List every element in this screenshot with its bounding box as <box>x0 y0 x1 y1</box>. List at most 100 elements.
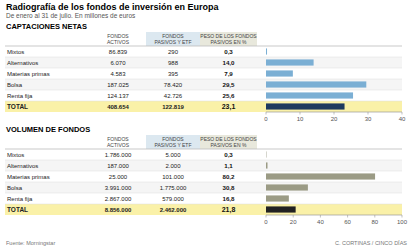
row-bg <box>5 193 402 204</box>
header-bg <box>200 135 257 149</box>
subtitle: De enero al 31 de julio. En millones de … <box>6 12 136 20</box>
x-tick <box>374 215 375 218</box>
bars <box>266 48 366 109</box>
row-bg <box>5 182 402 193</box>
table-cell: 122.819 <box>162 104 184 110</box>
table-cell: 8.856.000 <box>105 207 132 213</box>
x-tick <box>320 215 321 218</box>
x-tick <box>368 112 369 115</box>
row-bg <box>5 171 402 182</box>
x-tick-label: 40 <box>317 219 324 225</box>
column-header-line: ACTIVOS <box>107 39 130 45</box>
data-label: 14,0 <box>222 59 235 66</box>
table-cell: 579.000 <box>162 196 184 202</box>
credit: C. CORTINAS / CINCO DÍAS <box>335 240 407 246</box>
row-separator <box>5 182 402 183</box>
row-separator <box>5 204 402 205</box>
row-bg <box>5 101 402 112</box>
data-label: 21,8 <box>222 206 236 214</box>
bar <box>266 92 353 98</box>
bar <box>266 195 289 201</box>
row-label: Bolsa <box>7 185 23 191</box>
row-separator <box>5 79 402 80</box>
table-cell: 408.654 <box>107 104 129 110</box>
row-label: TOTAL <box>7 103 28 110</box>
data-label: 1,1 <box>224 162 233 169</box>
row-bg <box>5 204 402 215</box>
bar <box>266 151 267 157</box>
x-tick <box>266 112 267 115</box>
row-separator <box>5 68 402 69</box>
table-cell: 101.000 <box>162 174 184 180</box>
row-label: Materias primas <box>7 174 50 180</box>
row-bg <box>5 57 402 68</box>
row-label: Alternativos <box>7 163 38 169</box>
x-tick <box>402 112 403 115</box>
bar <box>266 162 267 168</box>
bar <box>266 81 366 87</box>
table-cell: 395 <box>168 71 179 77</box>
table-cell: 6.070 <box>110 60 126 66</box>
row-separator <box>5 101 402 102</box>
data-label: 25,6 <box>222 92 235 99</box>
table-cell: 4.583 <box>110 71 126 77</box>
row-bg <box>5 160 402 171</box>
row-bg <box>5 79 402 90</box>
table-cell: 290 <box>168 49 179 55</box>
row-separator <box>5 90 402 91</box>
bar <box>266 70 293 76</box>
x-tick-label: 100 <box>397 219 408 225</box>
bar <box>266 173 375 179</box>
data-label: 29,5 <box>222 81 235 88</box>
table-cell: 124.137 <box>107 93 129 99</box>
x-tick-label: 10 <box>297 116 304 122</box>
x-tick-label: 20 <box>331 116 338 122</box>
table-cell: 988 <box>168 60 179 66</box>
row-separator <box>5 57 402 58</box>
x-tick-label: 80 <box>371 219 378 225</box>
row-bg <box>5 68 402 79</box>
bar <box>266 184 308 190</box>
header-bg <box>146 135 200 149</box>
bars <box>266 151 375 212</box>
column-header-line: PASIVOS EN % <box>211 142 247 148</box>
data-label: 23,1 <box>222 103 236 111</box>
x-tick-label: 20 <box>290 219 297 225</box>
header-bg <box>200 32 257 46</box>
column-header-line: PASIVOS Y ETF <box>155 39 192 45</box>
row-label: Materias primas <box>7 71 50 77</box>
row-separator <box>5 171 402 172</box>
row-separator <box>5 160 402 161</box>
table-cell: 187.000 <box>107 163 129 169</box>
x-tick <box>334 112 335 115</box>
column-header: PESO DE LOS FONDOSPASIVOS EN % <box>200 33 257 45</box>
x-tick <box>300 112 301 115</box>
row-label: TOTAL <box>7 206 28 213</box>
x-tick <box>266 215 267 218</box>
table-cell: 1.786.000 <box>105 152 132 158</box>
row-separator <box>5 46 402 47</box>
x-tick-label: 0 <box>264 219 268 225</box>
row-bg <box>5 46 402 57</box>
x-tick-label: 40 <box>399 116 406 122</box>
table-cell: 2.867.000 <box>105 196 132 202</box>
x-tick <box>293 215 294 218</box>
bar <box>266 59 314 65</box>
row-label: Alternativos <box>7 60 38 66</box>
row-separator <box>5 193 402 194</box>
row-separator <box>5 149 402 150</box>
source: Fuente: Morningstar <box>6 240 55 246</box>
x-tick-label: 0 <box>264 116 268 122</box>
table-cell: 78.420 <box>164 82 183 88</box>
table-cell: 187.025 <box>107 82 129 88</box>
column-header-line: ACTIVOS <box>107 142 130 148</box>
row-bg <box>5 90 402 101</box>
table-cell: 2.462.000 <box>160 207 187 213</box>
row-label: Mixtos <box>7 152 24 158</box>
table-cell: 2.000 <box>165 163 181 169</box>
x-tick-label: 30 <box>365 116 372 122</box>
data-label: 80,2 <box>222 173 235 180</box>
data-label: 7,9 <box>224 70 233 77</box>
table-cell: 3.991.000 <box>105 185 132 191</box>
title: Radiografía de los fondos de inversión e… <box>6 2 220 12</box>
